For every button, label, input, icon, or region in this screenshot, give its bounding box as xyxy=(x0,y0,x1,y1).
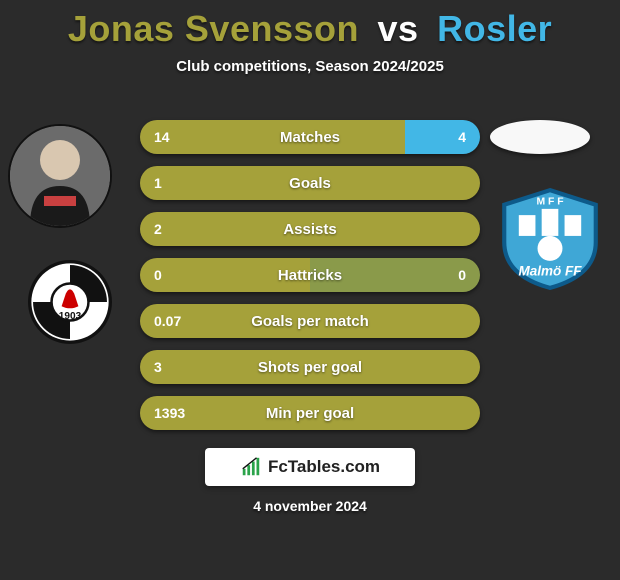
player2-badge xyxy=(490,120,590,154)
player1-club-crest: 1903 xyxy=(28,260,112,344)
vs-label: vs xyxy=(378,8,419,49)
stat-left-value: 0 xyxy=(140,258,310,292)
stat-row: 00Hattricks xyxy=(140,258,480,292)
player-silhouette-icon xyxy=(10,126,110,226)
stat-row: 0.07Goals per match xyxy=(140,304,480,338)
watermark-text: FcTables.com xyxy=(268,457,380,477)
svg-text:Malmö FF: Malmö FF xyxy=(518,263,582,278)
svg-text:M F F: M F F xyxy=(536,197,563,208)
stat-row: 144Matches xyxy=(140,120,480,154)
player2-name: Rosler xyxy=(437,8,552,49)
player1-avatar xyxy=(8,124,112,228)
stat-right-value: 4 xyxy=(405,120,480,154)
stat-row: 2Assists xyxy=(140,212,480,246)
stat-row: 1393Min per goal xyxy=(140,396,480,430)
comparison-title: Jonas Svensson vs Rosler xyxy=(0,0,620,50)
stat-left-value: 0.07 xyxy=(140,304,480,338)
watermark: FcTables.com xyxy=(205,448,415,486)
stat-left-value: 3 xyxy=(140,350,480,384)
generated-date: 4 november 2024 xyxy=(0,498,620,514)
chart-icon xyxy=(240,456,262,478)
season-subtitle: Club competitions, Season 2024/2025 xyxy=(0,58,620,75)
stat-left-value: 1 xyxy=(140,166,480,200)
stat-row: 3Shots per goal xyxy=(140,350,480,384)
stat-left-value: 2 xyxy=(140,212,480,246)
svg-text:1903: 1903 xyxy=(59,311,82,322)
stat-left-value: 14 xyxy=(140,120,405,154)
player2-club-crest: Malmö FF M F F xyxy=(498,186,602,290)
stat-right-value: 0 xyxy=(310,258,480,292)
player1-name: Jonas Svensson xyxy=(68,8,359,49)
stat-row: 1Goals xyxy=(140,166,480,200)
crest-icon: 1903 xyxy=(28,260,112,344)
stat-bars: 144Matches 1Goals 2Assists 00Hattricks 0.07G… xyxy=(140,120,480,442)
crest-icon: Malmö FF M F F xyxy=(498,186,602,290)
stat-left-value: 1393 xyxy=(140,396,480,430)
